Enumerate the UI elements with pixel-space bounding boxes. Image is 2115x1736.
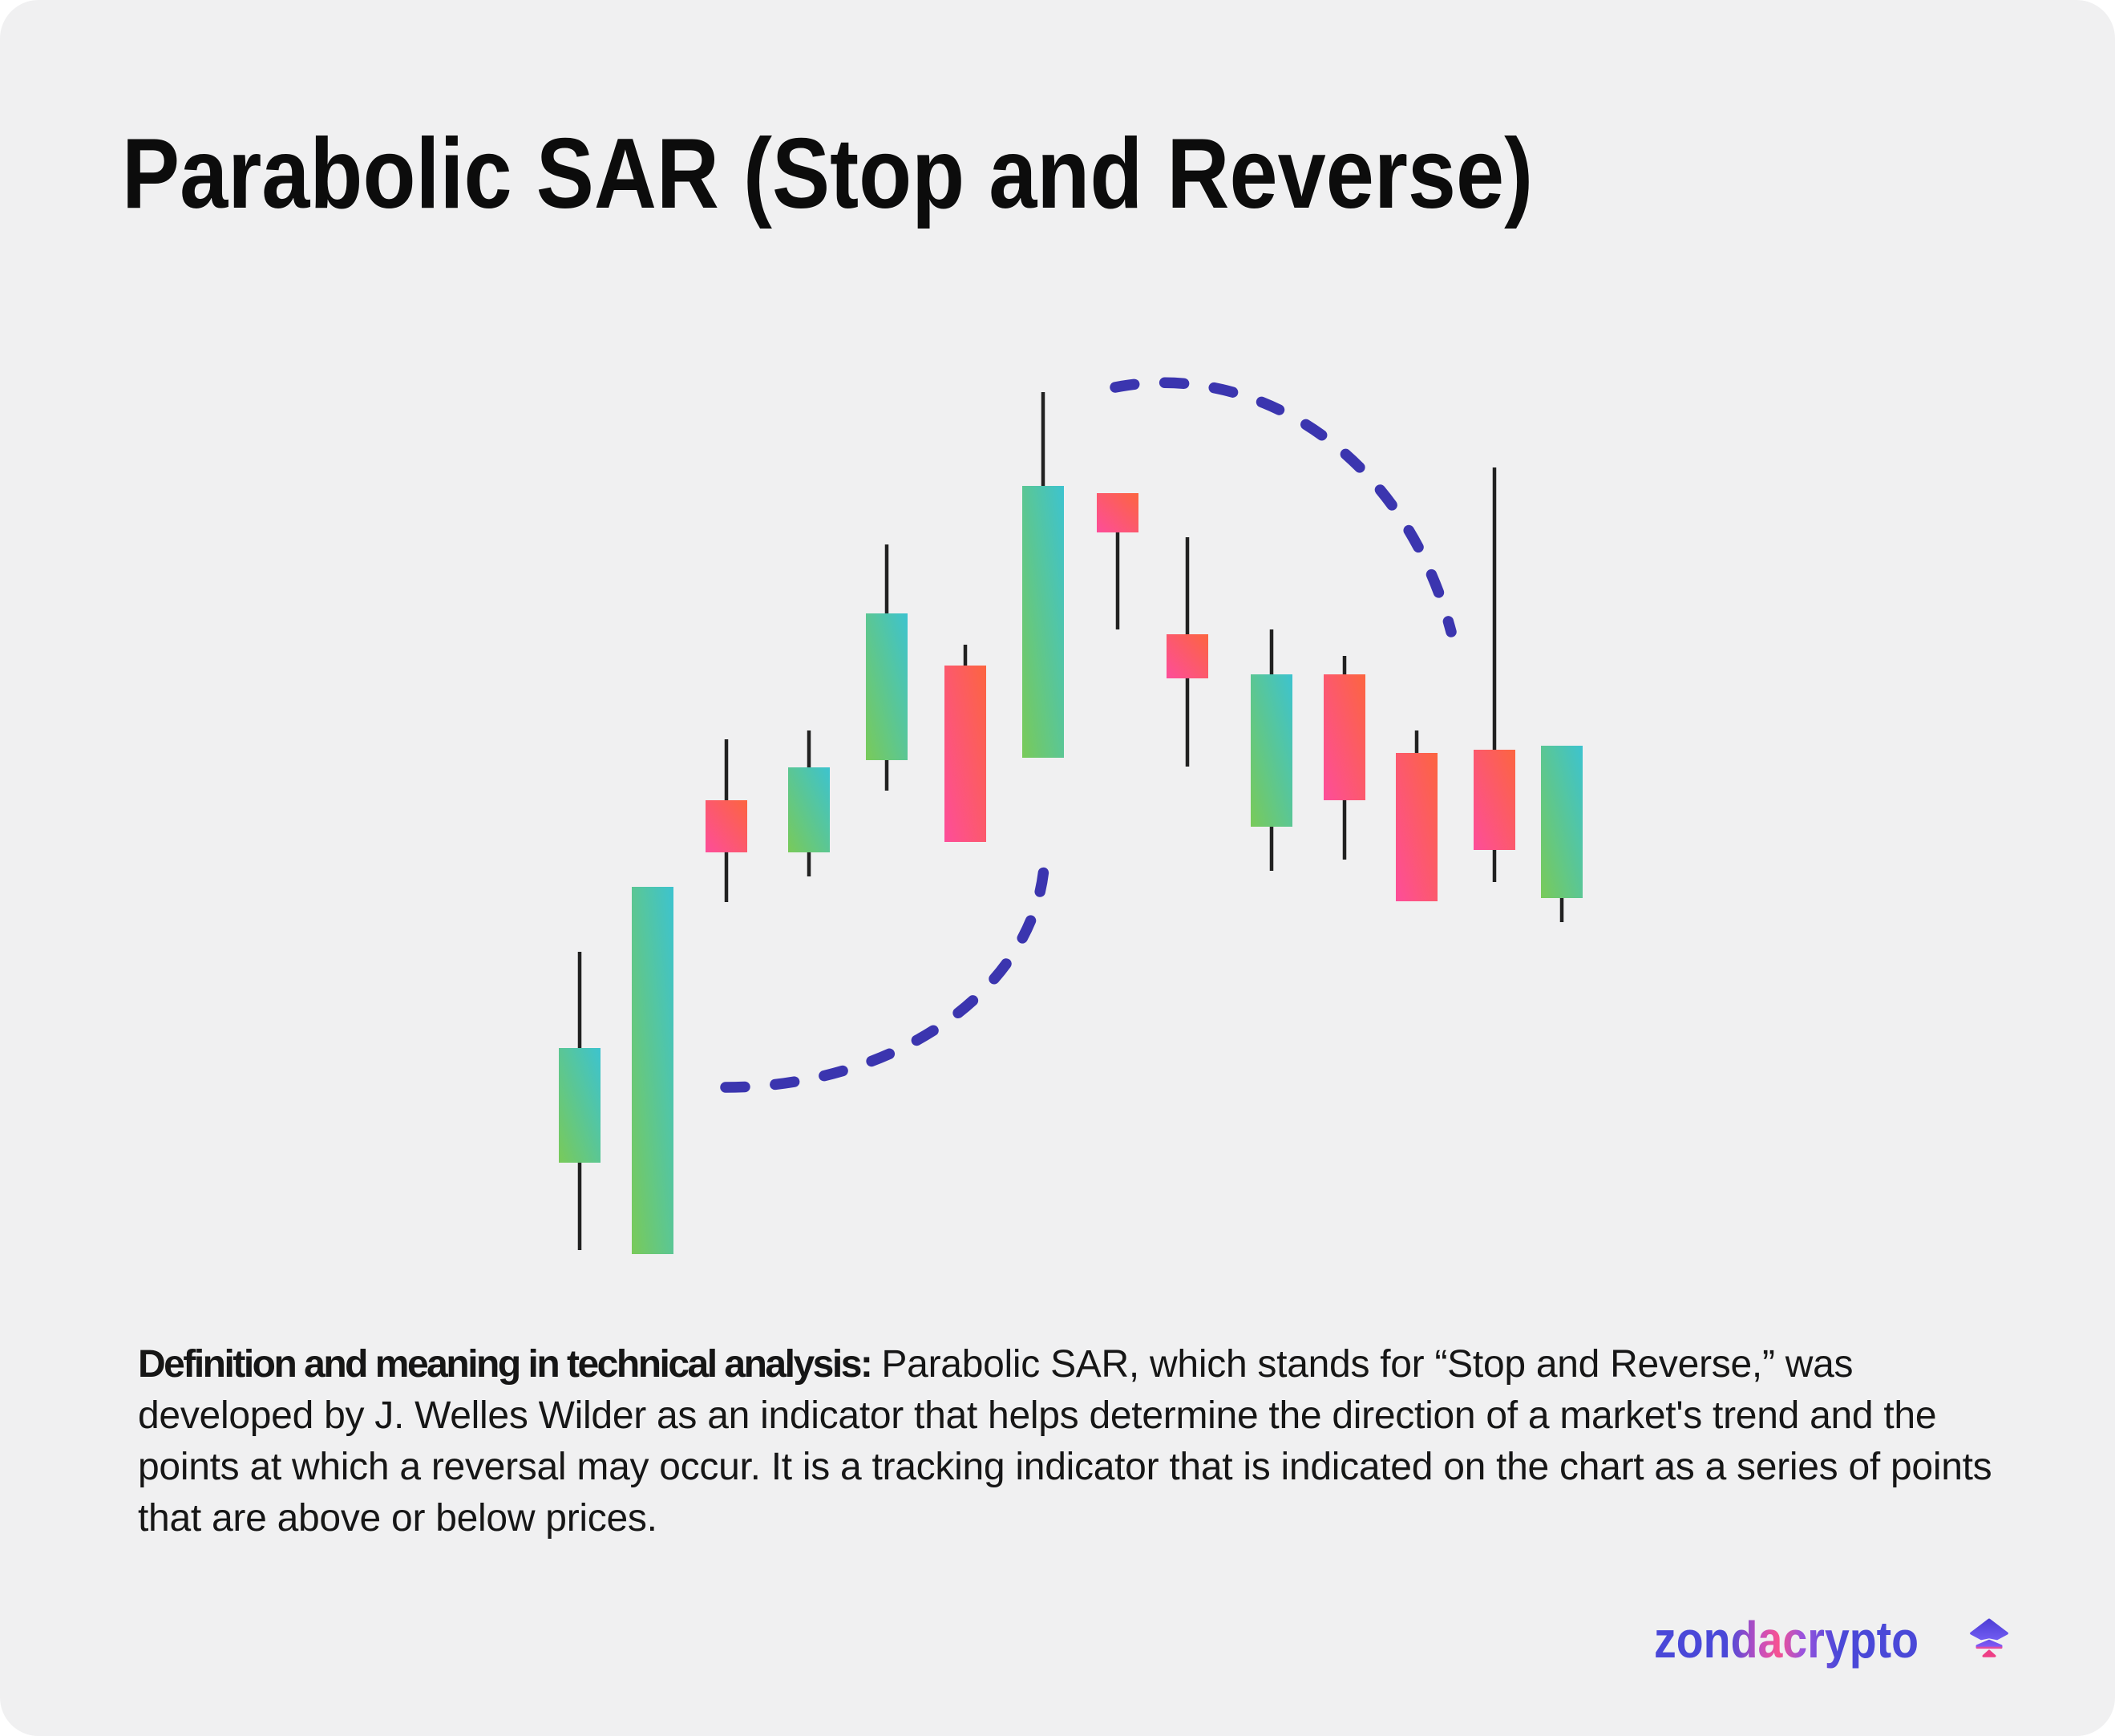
svg-text:zondacrypto: zondacrypto (1654, 1611, 1919, 1669)
